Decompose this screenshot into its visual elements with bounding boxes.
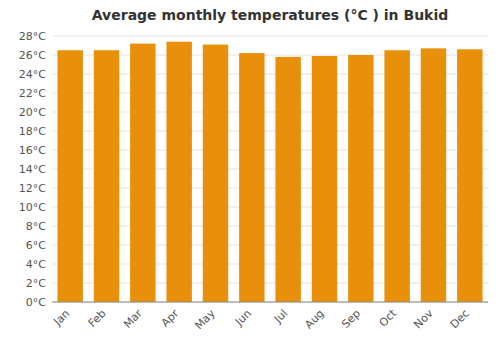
bar xyxy=(203,45,228,302)
x-tick-label: Feb xyxy=(86,307,109,330)
bar xyxy=(457,49,482,302)
bar xyxy=(239,53,264,302)
bar xyxy=(312,56,337,302)
bar xyxy=(130,44,155,302)
y-tick-label: 12°C xyxy=(19,182,46,195)
y-grid xyxy=(52,36,488,302)
y-tick-label: 16°C xyxy=(19,144,46,157)
grid-line xyxy=(52,302,488,303)
y-tick-label: 8°C xyxy=(26,220,46,233)
y-tick-label: 10°C xyxy=(19,201,46,214)
chart-container: Average monthly temperatures (°C ) in Bu… xyxy=(0,0,500,350)
x-tick-label: Jun xyxy=(232,307,254,329)
y-tick-label: 26°C xyxy=(19,49,46,62)
x-tick-label: Oct xyxy=(377,306,400,329)
bar xyxy=(57,50,82,302)
y-tick-label: 6°C xyxy=(26,239,46,252)
x-tick-label: May xyxy=(192,307,218,333)
y-tick-label: 14°C xyxy=(19,163,46,176)
y-tick-label: 20°C xyxy=(19,106,46,119)
y-tick-label: 0°C xyxy=(26,296,46,309)
y-tick-label: 2°C xyxy=(26,277,46,290)
x-tick-label: Jul xyxy=(271,307,290,326)
chart: Average monthly temperatures (°C ) in Bu… xyxy=(0,0,500,350)
x-tick-label: Dec xyxy=(448,307,472,331)
x-tick-labels: Jan Feb Mar Apr May Jun Jul Aug Sep Oct Nov Dec xyxy=(50,306,472,332)
x-tick-label: Apr xyxy=(159,307,182,330)
chart-title: Average monthly temperatures (°C ) in Bu… xyxy=(92,7,448,23)
y-tick-label: 22°C xyxy=(19,87,46,100)
x-tick-label: Jan xyxy=(50,307,72,329)
bars xyxy=(57,42,482,302)
bar xyxy=(166,42,191,302)
x-tick-label: Nov xyxy=(411,307,436,332)
y-tick-labels: 0°C 2°C 4°C 6°C 8°C 10°C 12°C 14°C 16°C 18°C 20°C 2… xyxy=(19,30,46,309)
x-tick-label: Mar xyxy=(121,307,145,331)
x-axis-line xyxy=(52,302,488,303)
bar xyxy=(348,55,373,302)
bar xyxy=(94,50,119,302)
y-tick-label: 24°C xyxy=(19,68,46,81)
x-tick-label: Aug xyxy=(302,307,326,331)
bar xyxy=(384,50,409,302)
bar xyxy=(275,57,300,302)
y-tick-label: 4°C xyxy=(26,258,46,271)
y-tick-label: 28°C xyxy=(19,30,46,43)
x-tick-label: Sep xyxy=(339,307,363,331)
y-tick-label: 18°C xyxy=(19,125,46,138)
grid-line xyxy=(52,36,488,37)
bar xyxy=(421,48,446,302)
